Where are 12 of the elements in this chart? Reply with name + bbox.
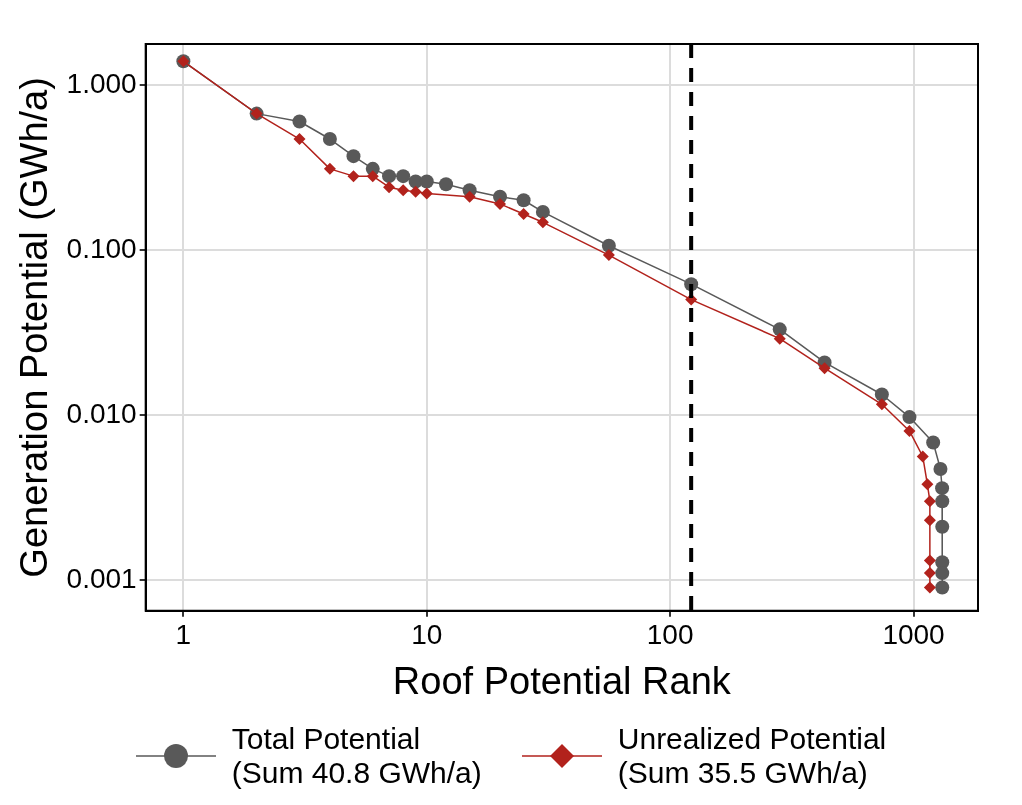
x-tick-label: 1000 bbox=[882, 619, 945, 651]
x-tick-label: 100 bbox=[646, 619, 694, 651]
y-axis-title: Generation Potential (GWh/a) bbox=[13, 77, 56, 578]
legend-label: Total Potential (Sum 40.8 GWh/a) bbox=[231, 722, 482, 790]
y-tick-label: 0.001 bbox=[66, 562, 137, 594]
y-tick-label: 1.000 bbox=[66, 67, 137, 99]
x-tick-label: 10 bbox=[411, 619, 443, 651]
y-tick-label: 0.010 bbox=[66, 397, 137, 429]
x-axis-title: Roof Potential Rank bbox=[392, 659, 732, 702]
legend-label: Unrealized Potential (Sum 35.5 GWh/a) bbox=[617, 722, 887, 790]
x-tick-label: 1 bbox=[175, 619, 192, 651]
y-tick-label: 0.100 bbox=[66, 232, 137, 264]
